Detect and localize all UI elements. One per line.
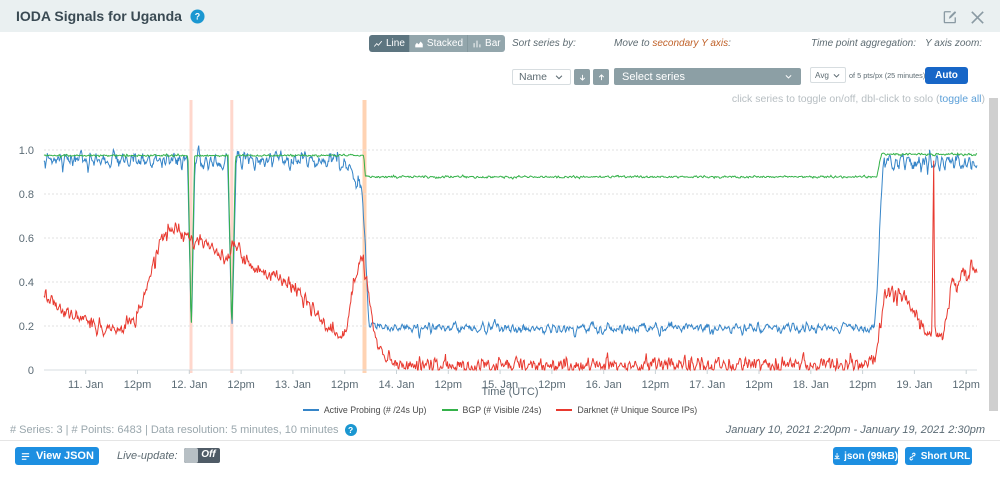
svg-text:click series to toggle on/off,: click series to toggle on/off, dbl-click… <box>732 93 985 105</box>
svg-text:?: ? <box>195 12 200 22</box>
svg-text:0.8: 0.8 <box>19 189 34 201</box>
svg-text:16. Jan: 16. Jan <box>586 379 622 391</box>
svg-text:12pm: 12pm <box>227 379 255 391</box>
svg-text:0.6: 0.6 <box>19 233 34 245</box>
svg-text:18. Jan: 18. Jan <box>793 379 829 391</box>
svg-text:12pm: 12pm <box>331 379 359 391</box>
svg-text:12pm: 12pm <box>435 379 463 391</box>
svg-text:Time (UTC): Time (UTC) <box>481 386 538 398</box>
svg-text:12pm: 12pm <box>642 379 670 391</box>
svg-text:14. Jan: 14. Jan <box>378 379 414 391</box>
svg-text:12pm: 12pm <box>124 379 152 391</box>
svg-text:12pm: 12pm <box>849 379 877 391</box>
svg-text:12pm: 12pm <box>952 379 980 391</box>
svg-text:12pm: 12pm <box>538 379 566 391</box>
svg-text:12. Jan: 12. Jan <box>171 379 207 391</box>
svg-text:0.4: 0.4 <box>19 277 34 289</box>
svg-text:0: 0 <box>28 365 34 377</box>
svg-text:19. Jan: 19. Jan <box>896 379 932 391</box>
svg-text:12pm: 12pm <box>745 379 773 391</box>
svg-text:11. Jan: 11. Jan <box>68 379 103 391</box>
svg-text:1.0: 1.0 <box>19 145 34 157</box>
svg-text:17. Jan: 17. Jan <box>689 379 725 391</box>
svg-text:0.2: 0.2 <box>19 321 34 333</box>
svg-text:13. Jan: 13. Jan <box>275 379 311 391</box>
